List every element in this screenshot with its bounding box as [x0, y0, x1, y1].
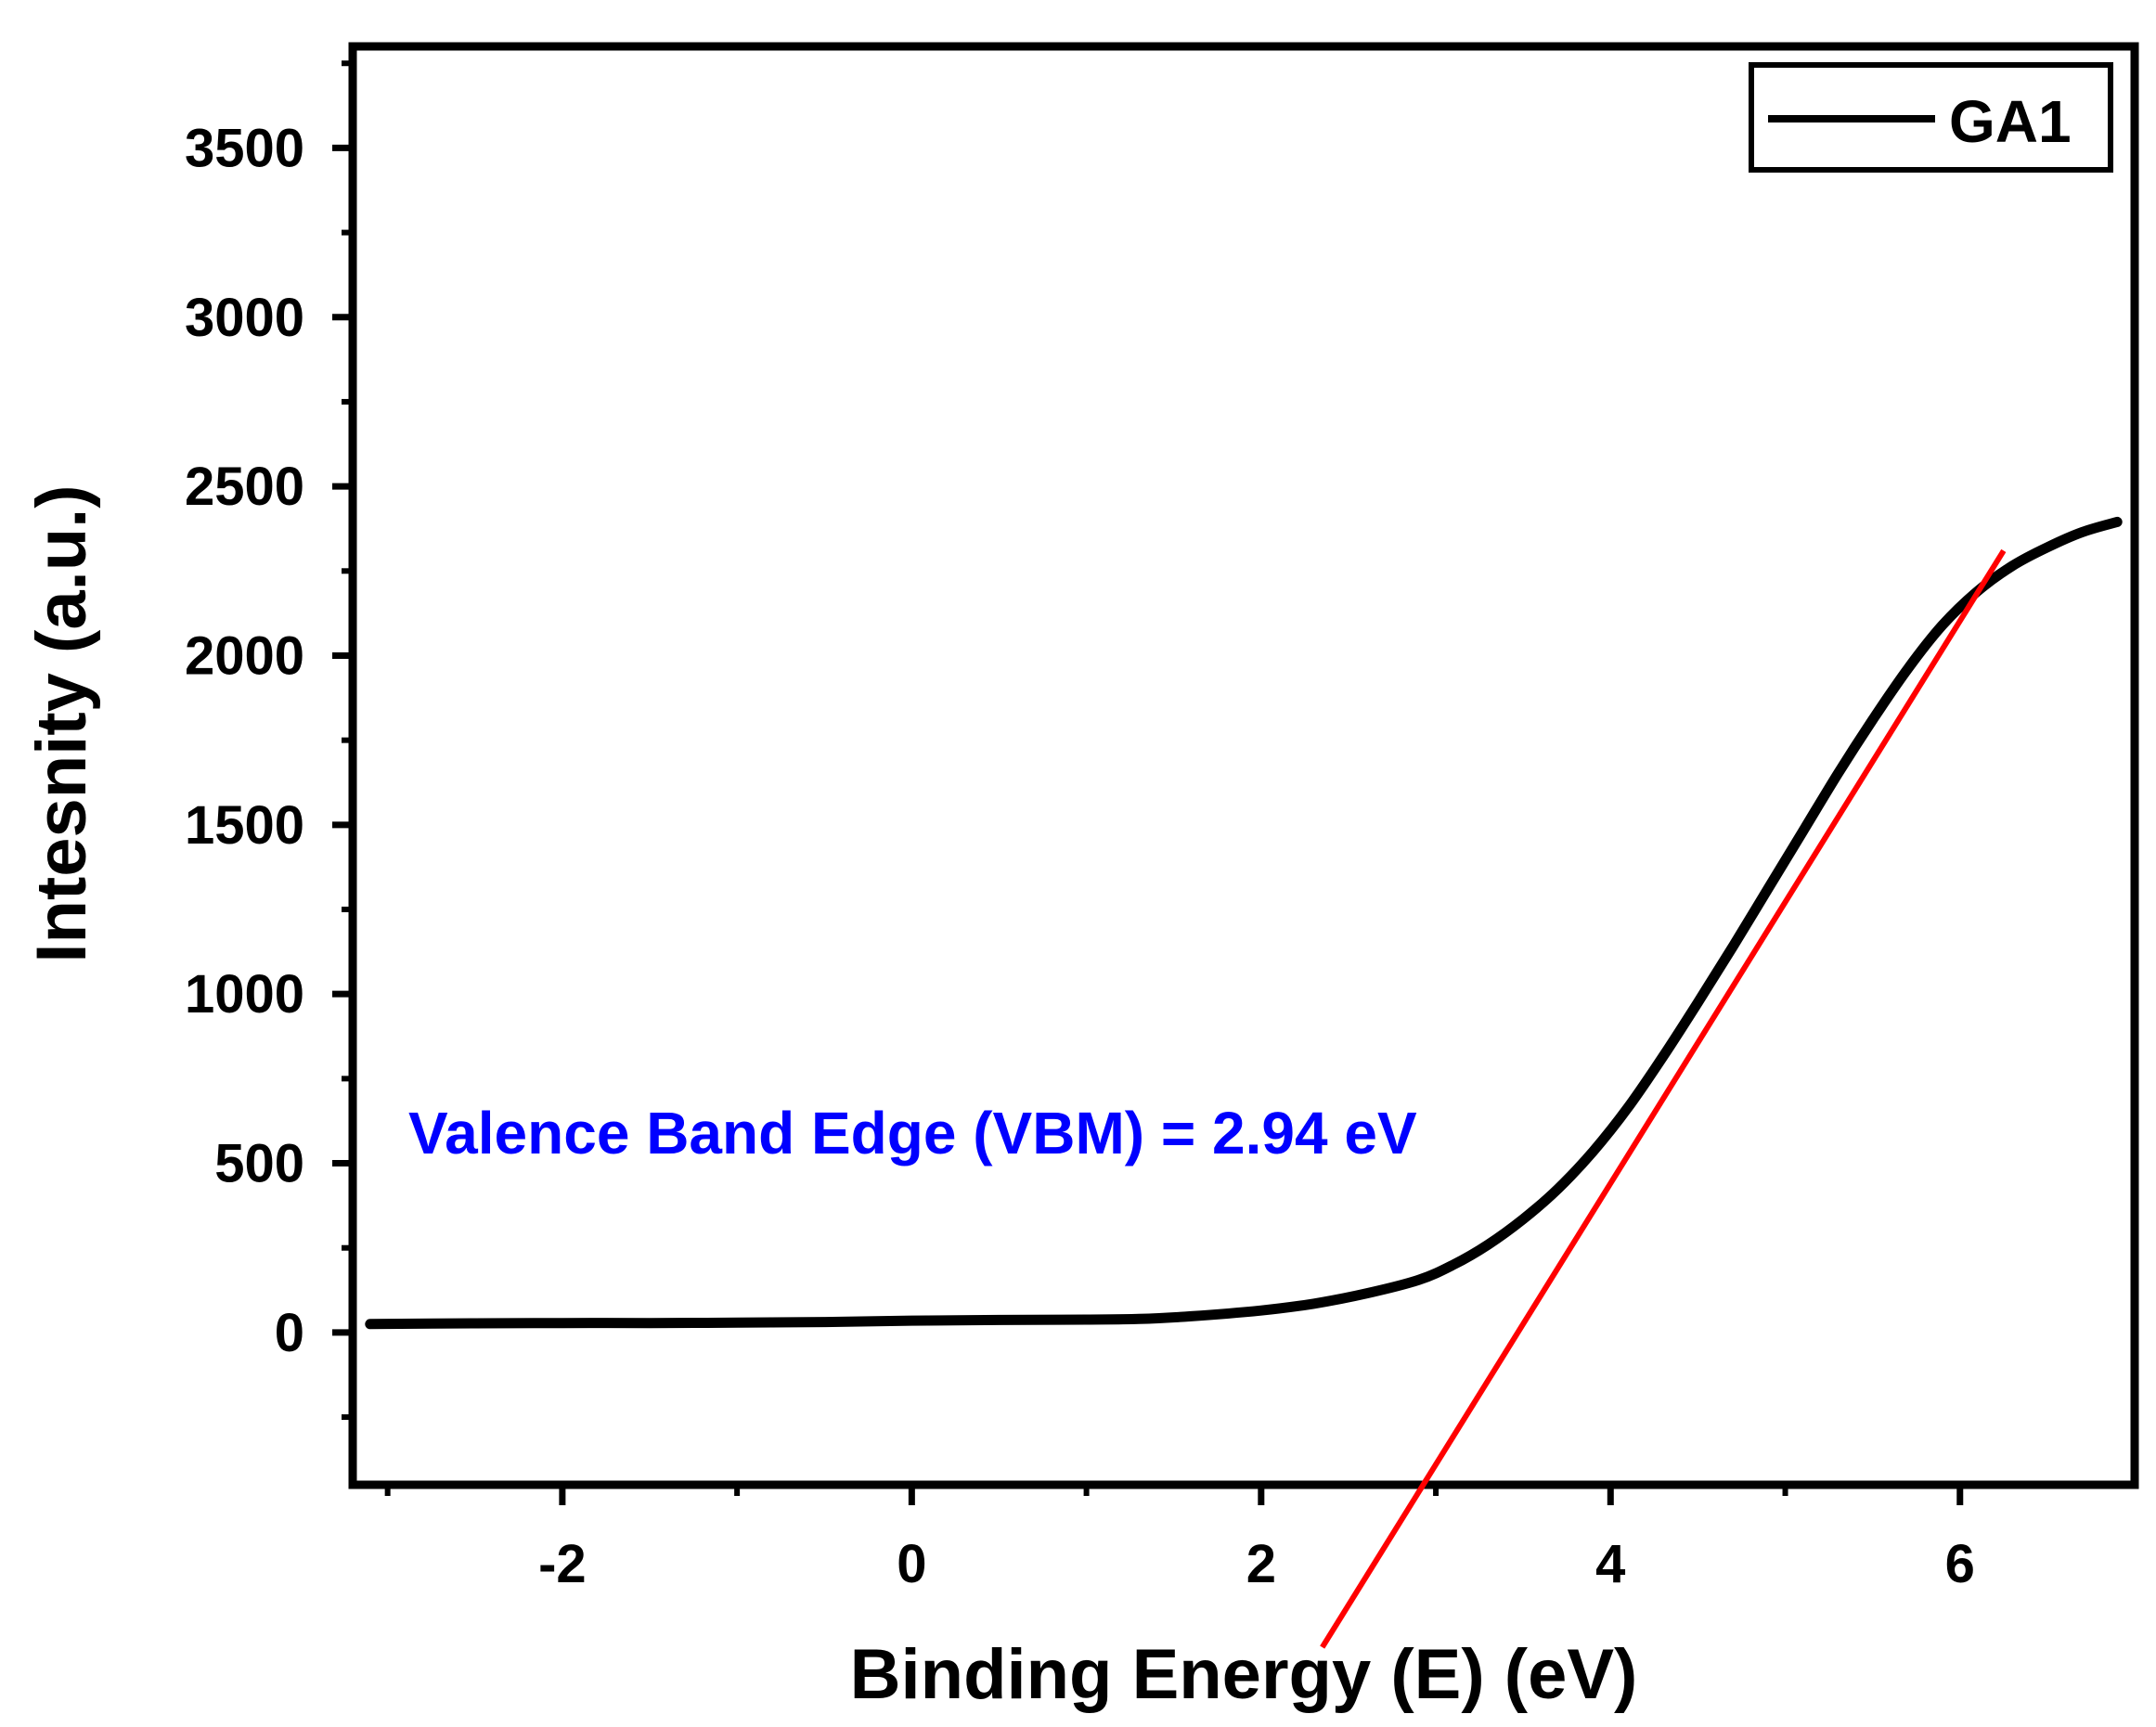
y-tick-label: 3500 — [185, 118, 304, 178]
legend: GA1 — [1749, 62, 2113, 173]
y-tick-label: 3000 — [185, 288, 304, 348]
x-axis-ticks: -2 0 2 4 6 — [384, 1485, 1975, 1594]
vbm-annotation: Valence Band Edge (VBM) = 2.94 eV — [408, 1100, 1417, 1166]
y-tick-label: 1500 — [185, 795, 304, 856]
y-tick-label: 0 — [275, 1303, 304, 1363]
y-tick-label: 2000 — [185, 625, 304, 686]
y-axis-ticks: 0 500 1000 1500 2000 2500 3000 3500 — [185, 60, 353, 1421]
plot-frame — [348, 42, 2139, 1489]
y-tick-label: 2500 — [185, 457, 304, 517]
series-layer — [365, 516, 2123, 1330]
x-tick-label: 4 — [1595, 1534, 1625, 1594]
x-tick-label: 2 — [1246, 1534, 1276, 1594]
y-axis-title: Intesnity (a.u.) — [22, 484, 101, 962]
x-axis-title: Binding Energy (E) (eV) — [850, 1635, 1638, 1714]
legend-label-ga1: GA1 — [1949, 88, 2072, 155]
linear-fit-line — [1320, 548, 2007, 1649]
y-tick-label: 500 — [214, 1134, 304, 1194]
x-tick-label: 0 — [897, 1534, 926, 1594]
y-tick-label: 1000 — [185, 964, 304, 1025]
x-tick-label: -2 — [538, 1534, 587, 1594]
x-tick-label: 6 — [1945, 1534, 1975, 1594]
series-line-ga1 — [365, 516, 2123, 1330]
